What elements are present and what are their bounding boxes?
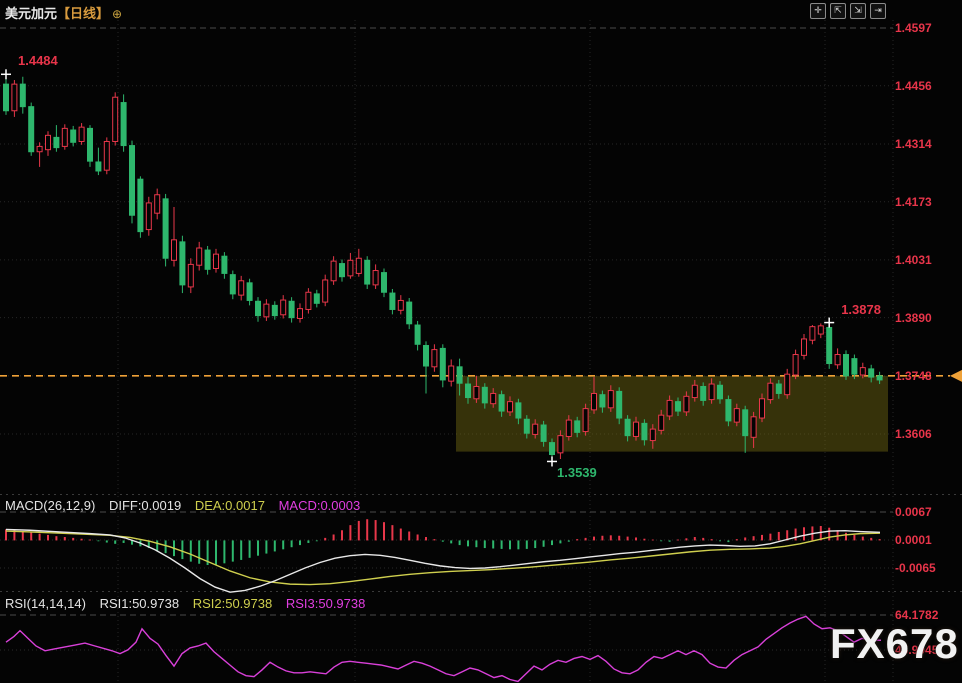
- axis-value-label: 1.3748: [895, 368, 932, 383]
- macd-name: MACD(26,12,9): [5, 498, 96, 513]
- pan-icon[interactable]: ✛: [810, 3, 826, 19]
- fit-x-axis-icon[interactable]: ⇱: [830, 3, 846, 19]
- axis-value-label: 1.4173: [895, 194, 932, 209]
- macd-macd-value: MACD:0.0003: [278, 498, 361, 513]
- axis-value-label: 1.3606: [895, 427, 932, 441]
- axis-value-label: 45.9045: [895, 642, 939, 657]
- rsi2-value: RSI2:50.9738: [192, 596, 273, 611]
- macd-diff-value: DIFF:0.0019: [108, 498, 182, 513]
- timeframe-label: 【日线】: [57, 6, 110, 21]
- current-price-marker: [950, 369, 962, 382]
- axis-value-label: 1.3890: [895, 310, 932, 325]
- rsi-name: RSI(14,14,14): [5, 596, 86, 611]
- price-callout-label: 1.3878: [841, 301, 881, 317]
- fx678-watermark: FX678: [830, 620, 959, 667]
- axis-value-label: 0.0067: [895, 505, 932, 519]
- price-callout-label: 1.3539: [557, 465, 597, 481]
- axis-value-label: 64.1782: [895, 608, 939, 622]
- instrument-name: 美元加元: [5, 6, 58, 21]
- macd-header: MACD(26,12,9) DIFF:0.0019 DEA:0.0017 MAC…: [5, 498, 370, 513]
- rsi1-value: RSI1:50.9738: [99, 596, 180, 611]
- axis-value-label: 0.0001: [895, 532, 932, 547]
- axis-value-label: -0.0065: [895, 560, 936, 575]
- axis-value-label: 1.4031: [895, 252, 932, 267]
- macd-dea-value: DEA:0.0017: [194, 498, 265, 513]
- chart-toolbar: ✛ ⇱ ⇲ ⇥: [810, 3, 886, 19]
- axis-value-label: 1.4456: [895, 78, 932, 93]
- scroll-right-icon[interactable]: ⇥: [870, 3, 886, 19]
- fit-y-axis-icon[interactable]: ⇲: [850, 3, 866, 19]
- axis-value-label: 1.4597: [895, 21, 932, 35]
- add-indicator-icon[interactable]: ⊕: [112, 7, 123, 21]
- rsi-header: RSI(14,14,14) RSI1:50.9738 RSI2:50.9738 …: [5, 596, 375, 611]
- rsi3-value: RSI3:50.9738: [285, 596, 366, 611]
- chart-header: 美元加元【日线】 ⊕: [5, 3, 122, 22]
- axis-value-label: 1.4314: [895, 136, 932, 151]
- price-callout-label: 1.4484: [18, 53, 58, 69]
